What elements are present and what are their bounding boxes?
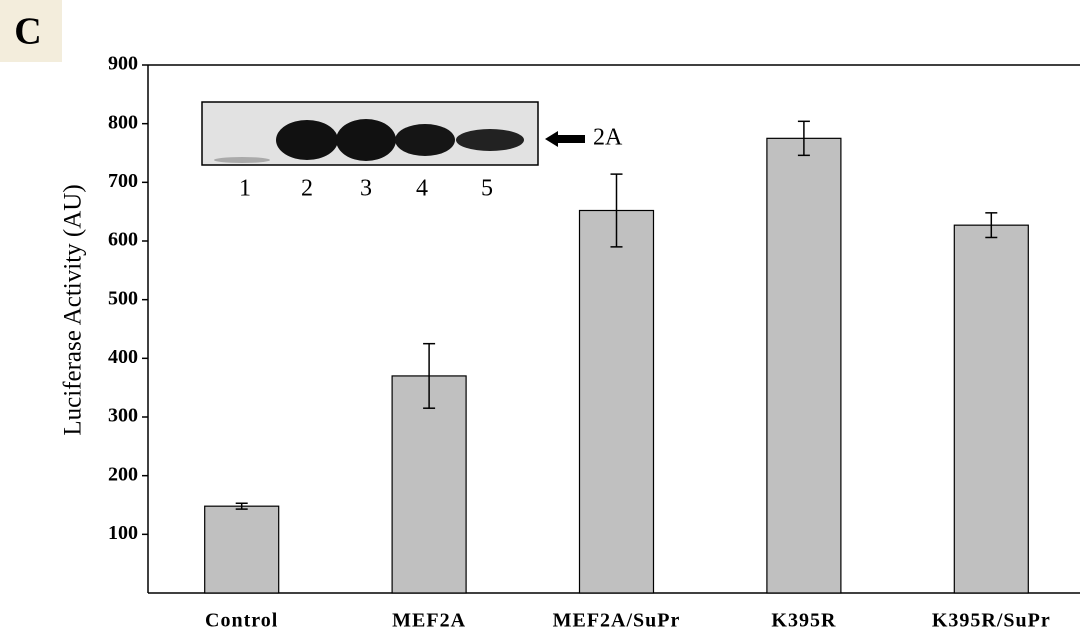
blot-band	[276, 120, 338, 160]
y-tick-label: 300	[108, 405, 138, 427]
y-tick-label: 400	[108, 346, 138, 368]
blot-band	[336, 119, 396, 161]
blot-band	[214, 157, 270, 163]
blot-lane-label: 4	[416, 176, 428, 202]
y-tick-label: 200	[108, 463, 138, 485]
x-tick-label: K395R	[771, 610, 836, 632]
bar	[580, 210, 654, 593]
blot-arrow	[545, 131, 585, 147]
blot-lane-label: 5	[481, 176, 493, 202]
panel-label: C	[14, 11, 41, 53]
blot-lane-label: 1	[239, 176, 251, 202]
chart: C Luciferase Activity (AU) 2A 100 200 300 4…	[0, 0, 1080, 639]
blot-band	[395, 124, 455, 156]
bar	[954, 225, 1028, 593]
blot-inset	[202, 102, 585, 165]
y-axis-label: Luciferase Activity (AU)	[60, 184, 87, 435]
y-tick-label: 500	[108, 287, 138, 309]
x-tick-label: K395R/SuPr	[932, 610, 1051, 632]
blot-marker: 2A	[593, 125, 623, 151]
x-tick-label: Control	[205, 610, 278, 632]
y-tick-label: 600	[108, 229, 138, 251]
y-tick-label: 100	[108, 522, 138, 544]
blot-lane-label: 3	[360, 176, 372, 202]
y-tick-label: 900	[108, 53, 138, 75]
x-tick-label: MEF2A/SuPr	[553, 610, 681, 632]
x-tick-label: MEF2A	[392, 610, 466, 632]
blot-lane-label: 2	[301, 176, 313, 202]
bar	[767, 138, 841, 593]
blot-band	[456, 129, 524, 151]
y-tick-label: 800	[108, 111, 138, 133]
y-tick-label: 700	[108, 170, 138, 192]
bar	[205, 506, 279, 593]
